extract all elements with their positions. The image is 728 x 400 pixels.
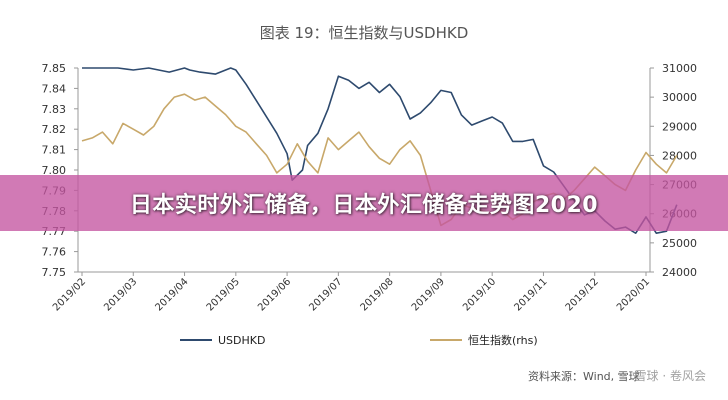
legend: USDHKD 恒生指数(rhs) [180, 333, 538, 347]
left-tick-label: 7.76 [42, 246, 67, 259]
x-tick-label: 2019/07 [307, 276, 344, 313]
right-tick-label: 31000 [662, 62, 697, 75]
x-tick-label: 2019/10 [461, 276, 498, 313]
chart-title: 图表 19：恒生指数与USDHKD [260, 24, 469, 42]
left-tick-label: 7.82 [42, 123, 67, 136]
x-tick-label: 2020/01 [615, 276, 652, 313]
left-tick-label: 7.81 [42, 144, 67, 157]
right-tick-label: 25000 [662, 237, 697, 250]
watermark: 雪球 · 卷风会 [635, 368, 706, 383]
left-tick-label: 7.80 [42, 164, 67, 177]
right-tick-label: 29000 [662, 120, 697, 133]
banner-text: 日本实时外汇储备，日本外汇储备走势图2020 [129, 193, 599, 218]
x-tick-label: 2019/11 [512, 276, 549, 313]
x-tick-label: 2019/12 [564, 276, 601, 313]
x-tick-label: 2019/09 [410, 276, 447, 313]
right-tick-label: 28000 [662, 149, 697, 162]
title-banner: 日本实时外汇储备，日本外汇储备走势图2020 [0, 175, 728, 231]
x-axis-ticks: 2019/02 2019/03 2019/04 2019/05 2019/06 2019/… [51, 272, 652, 313]
x-tick-label: 2019/05 [205, 276, 242, 313]
left-tick-label: 7.75 [42, 266, 67, 279]
x-tick-label: 2019/02 [51, 276, 88, 313]
right-tick-label: 24000 [662, 266, 697, 279]
right-tick-label: 30000 [662, 91, 697, 104]
left-axis-ticks: 7.857.847.837.827.817.807.797.787.777.76… [42, 62, 78, 279]
left-tick-label: 7.83 [42, 103, 67, 116]
x-tick-label: 2019/03 [102, 276, 139, 313]
x-tick-label: 2019/06 [256, 276, 293, 313]
legend-label-usdhkd: USDHKD [218, 334, 265, 347]
x-tick-label: 2019/04 [154, 276, 191, 313]
source-note: 资料来源：Wind, 雪球 [528, 369, 640, 383]
x-tick-label: 2019/08 [359, 276, 396, 313]
legend-label-hsi: 恒生指数(rhs) [468, 333, 538, 347]
left-tick-label: 7.85 [42, 62, 67, 75]
left-tick-label: 7.84 [42, 82, 67, 95]
right-axis-ticks: 3100030000290002800027000260002500024000 [650, 62, 697, 279]
